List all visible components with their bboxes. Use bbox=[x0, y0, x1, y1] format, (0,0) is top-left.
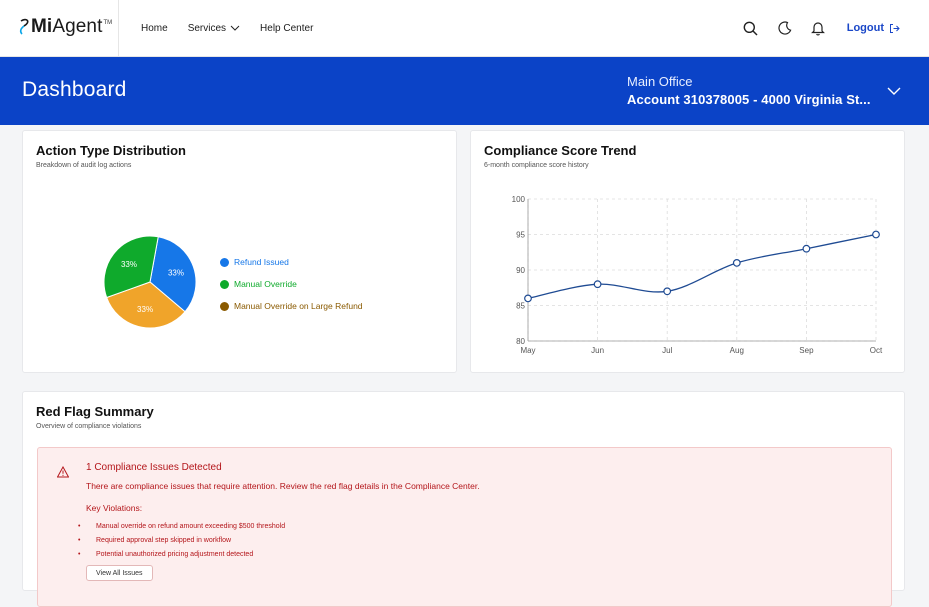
card-subtitle: Breakdown of audit log actions bbox=[36, 162, 132, 169]
compliance-trend-card: Compliance Score Trend 6-month complianc… bbox=[470, 130, 905, 373]
data-point[interactable] bbox=[663, 287, 672, 296]
data-point[interactable] bbox=[802, 244, 811, 253]
alert-title: 1 Compliance Issues Detected bbox=[86, 462, 222, 473]
dashboard-banner: Dashboard Main Office Account 310378005 … bbox=[0, 57, 929, 125]
card-title: Compliance Score Trend bbox=[484, 143, 637, 158]
list-item: Potential unauthorized pricing adjustmen… bbox=[78, 547, 285, 561]
logout-button[interactable]: Logout bbox=[847, 22, 900, 34]
dark-mode-moon-icon[interactable] bbox=[776, 19, 794, 37]
nav-help-label: Help Center bbox=[260, 22, 314, 34]
warning-icon bbox=[57, 466, 69, 478]
miagent-logo[interactable]: MiAgent TM bbox=[18, 14, 112, 40]
legend-item[interactable]: Manual Override on Large Refund bbox=[220, 295, 363, 317]
legend-label: Refund Issued bbox=[234, 257, 289, 267]
y-tick-label: 85 bbox=[516, 302, 525, 311]
legend-dot bbox=[220, 279, 229, 289]
search-icon[interactable] bbox=[742, 19, 760, 37]
y-tick-label: 100 bbox=[512, 195, 526, 204]
list-item: Required approval step skipped in workfl… bbox=[78, 533, 285, 547]
nav-help-center[interactable]: Help Center bbox=[260, 23, 313, 34]
data-point[interactable] bbox=[524, 294, 532, 303]
logout-icon bbox=[890, 23, 900, 33]
nav-divider bbox=[118, 0, 119, 57]
logo-mark-icon bbox=[18, 14, 30, 36]
logout-label: Logout bbox=[846, 22, 884, 34]
pie-data-label: 33% bbox=[121, 260, 137, 269]
account-number: Account 310378005 - 4000 Virginia St... bbox=[627, 92, 871, 107]
data-point[interactable] bbox=[732, 258, 741, 267]
compliance-line-chart: 80 85 90 95 100 May Jun Jul Aug Sep Oct bbox=[512, 195, 883, 355]
view-all-issues-button[interactable]: View All Issues bbox=[86, 565, 153, 581]
data-point[interactable] bbox=[593, 280, 602, 289]
x-tick-label: Sep bbox=[799, 346, 814, 355]
logo-mi-text: Mi bbox=[31, 16, 53, 37]
card-subtitle: Overview of compliance violations bbox=[36, 423, 142, 430]
pie-slice-manual-override-on-large-refund bbox=[106, 281, 186, 329]
compliance-score-line bbox=[527, 233, 877, 300]
list-item: Manual override on refund amount exceedi… bbox=[78, 519, 285, 533]
violations-list: Manual override on refund amount exceedi… bbox=[78, 519, 285, 561]
card-subtitle: 6-month compliance score history bbox=[484, 162, 589, 169]
main-nav: Home Services Help Center bbox=[141, 0, 313, 56]
alert-description: There are compliance issues that require… bbox=[86, 481, 480, 491]
pie-legend: Refund Issued Manual Override Manual Overr… bbox=[220, 251, 363, 317]
x-tick-label: Jun bbox=[591, 346, 604, 355]
y-tick-label: 95 bbox=[516, 231, 525, 240]
nav-home[interactable]: Home bbox=[141, 23, 168, 34]
bell-icon[interactable] bbox=[809, 19, 827, 37]
chevron-down-icon[interactable] bbox=[886, 85, 902, 97]
account-location: Main Office bbox=[627, 74, 693, 89]
nav-services[interactable]: Services bbox=[188, 23, 240, 34]
card-title: Red Flag Summary bbox=[36, 404, 154, 419]
top-navbar: MiAgent TM Home Services Help Center Log… bbox=[0, 0, 929, 57]
x-tick-label: Jul bbox=[662, 346, 672, 355]
key-violations-label: Key Violations: bbox=[86, 503, 143, 513]
action-type-card: Action Type Distribution Breakdown of au… bbox=[22, 130, 457, 373]
red-flag-card: Red Flag Summary Overview of compliance … bbox=[22, 391, 905, 607]
action-type-pie-chart: 33% 33% 33% bbox=[103, 235, 197, 329]
header-actions: Logout bbox=[742, 0, 900, 56]
card-title: Action Type Distribution bbox=[36, 143, 186, 158]
x-tick-label: Aug bbox=[730, 346, 744, 355]
legend-dot bbox=[220, 257, 229, 267]
account-selector[interactable]: Main Office Account 310378005 - 4000 Vir… bbox=[627, 73, 885, 109]
nav-home-label: Home bbox=[141, 22, 168, 34]
pie-data-label: 33% bbox=[137, 305, 153, 314]
data-point[interactable] bbox=[872, 230, 880, 239]
logo-trademark: TM bbox=[103, 20, 113, 26]
page-title: Dashboard bbox=[22, 78, 127, 101]
legend-item[interactable]: Manual Override bbox=[220, 273, 363, 295]
nav-services-label: Services bbox=[187, 22, 227, 34]
pie-slice-refund-issued bbox=[149, 236, 197, 313]
legend-label: Manual Override bbox=[234, 279, 297, 289]
legend-label: Manual Override on Large Refund bbox=[234, 301, 363, 311]
legend-item[interactable]: Refund Issued bbox=[220, 251, 363, 273]
pie-slice-manual-override bbox=[103, 235, 159, 299]
y-tick-label: 80 bbox=[516, 337, 525, 346]
pie-data-label: 33% bbox=[168, 269, 184, 278]
x-tick-label: Oct bbox=[870, 346, 883, 355]
legend-dot bbox=[220, 301, 229, 311]
y-tick-label: 90 bbox=[516, 266, 525, 275]
logo-agent-text: Agent bbox=[52, 16, 103, 37]
compliance-alert: 1 Compliance Issues Detected There are c… bbox=[37, 447, 892, 607]
chevron-down-icon bbox=[230, 25, 240, 31]
x-tick-label: May bbox=[520, 346, 535, 355]
